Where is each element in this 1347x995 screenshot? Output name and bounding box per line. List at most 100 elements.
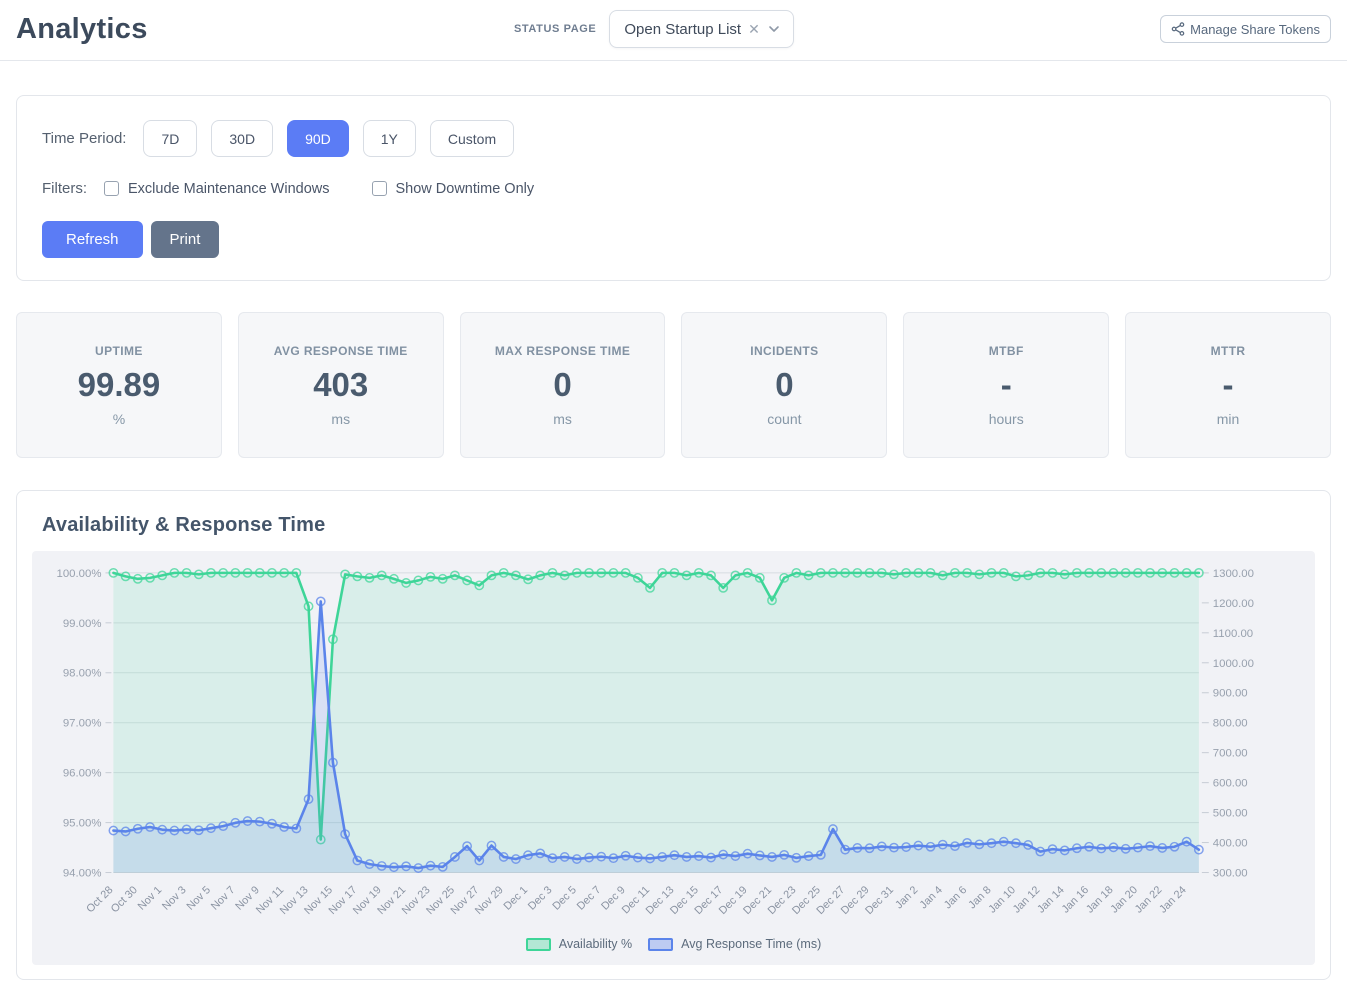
stat-value: -	[1000, 365, 1012, 403]
show-downtime-checkbox[interactable]	[371, 181, 387, 196]
chevron-down-icon	[767, 22, 781, 36]
stat-card-mtbf: MTBF - hours	[903, 312, 1110, 458]
stat-label: AVG RESPONSE TIME	[273, 343, 408, 358]
manage-share-tokens-button[interactable]: Manage Share Tokens	[1160, 15, 1331, 43]
actions-row: Refresh Print	[42, 221, 1305, 258]
svg-text:Oct 30: Oct 30	[109, 884, 140, 915]
availability-series	[108, 567, 1204, 873]
filters-row: Filters: Exclude Maintenance Windows Sho…	[42, 180, 1305, 197]
exclude-maintenance-label: Exclude Maintenance Windows	[128, 180, 330, 197]
svg-text:Oct 28: Oct 28	[84, 884, 115, 915]
filter-panel: Time Period: 7D 30D 90D 1Y Custom Filters: E…	[16, 95, 1331, 281]
svg-text:1300.00: 1300.00	[1213, 568, 1254, 580]
status-page-select[interactable]: Open Startup List ✕	[609, 10, 794, 48]
chart-card: Availability & Response Time 100.00% 99.0…	[16, 490, 1331, 981]
stat-value: 0	[775, 365, 794, 403]
svg-text:Jan 6: Jan 6	[942, 884, 969, 911]
time-period-button-group: 7D 30D 90D 1Y Custom	[143, 120, 515, 157]
svg-text:300.00: 300.00	[1213, 868, 1248, 880]
svg-text:800.00: 800.00	[1213, 718, 1248, 730]
chart-plot-area: 100.00% 99.00% 98.00% 97.00% 96.00% 95.00% 94.…	[36, 559, 1311, 933]
svg-text:95.00%: 95.00%	[63, 818, 102, 830]
svg-text:Dec 5: Dec 5	[550, 884, 579, 913]
svg-text:Dec 3: Dec 3	[526, 884, 555, 913]
stat-value: 0	[553, 365, 572, 403]
svg-text:700.00: 700.00	[1213, 748, 1248, 760]
svg-text:99.00%: 99.00%	[63, 618, 102, 630]
chart-svg: 100.00% 99.00% 98.00% 97.00% 96.00% 95.00% 94.…	[56, 567, 1254, 917]
chart-title: Availability & Response Time	[42, 514, 326, 536]
time-period-30d-button[interactable]: 30D	[211, 120, 274, 157]
stat-unit: min	[1216, 410, 1240, 427]
show-downtime-label: Show Downtime Only	[395, 180, 535, 197]
stat-label: MAX RESPONSE TIME	[494, 343, 631, 358]
clear-selection-icon[interactable]: ✕	[748, 21, 760, 37]
time-period-custom-button[interactable]: Custom	[429, 120, 515, 157]
chart-legend: Availability % Avg Response Time (ms)	[36, 933, 1311, 959]
availability-response-chart: 100.00% 99.00% 98.00% 97.00% 96.00% 95.00% 94.…	[32, 551, 1315, 966]
legend-label: Availability %	[558, 937, 633, 952]
stat-label: MTBF	[988, 343, 1024, 358]
svg-text:1200.00: 1200.00	[1213, 598, 1254, 610]
legend-swatch	[525, 937, 551, 951]
legend-label: Avg Response Time (ms)	[681, 937, 822, 952]
svg-text:1100.00: 1100.00	[1213, 628, 1253, 640]
stat-label: MTTR	[1210, 343, 1246, 358]
legend-swatch	[648, 937, 674, 951]
show-downtime-checkbox-item[interactable]: Show Downtime Only	[371, 180, 535, 197]
svg-text:Jan 4: Jan 4	[918, 884, 945, 911]
response-time-series	[108, 596, 1204, 873]
manage-share-tokens-label: Manage Share Tokens	[1190, 21, 1320, 37]
stat-card-avg-response-time: AVG RESPONSE TIME 403 ms	[237, 312, 444, 458]
stat-unit: count	[767, 410, 802, 427]
stat-card-max-response-time: MAX RESPONSE TIME 0 ms	[459, 312, 666, 458]
status-page-selected-value: Open Startup List	[624, 20, 742, 38]
svg-text:94.00%: 94.00%	[63, 868, 102, 880]
svg-text:Jan 2: Jan 2	[893, 884, 920, 911]
time-period-1y-button[interactable]: 1Y	[362, 120, 416, 157]
share-icon	[1171, 22, 1185, 36]
svg-text:600.00: 600.00	[1213, 778, 1248, 790]
time-period-label: Time Period:	[42, 130, 127, 147]
stat-card-mttr: MTTR - min	[1125, 312, 1331, 458]
svg-text:Nov 3: Nov 3	[160, 884, 189, 913]
svg-text:98.00%: 98.00%	[63, 668, 102, 680]
stat-label: INCIDENTS	[750, 343, 819, 358]
status-page-selector-group: STATUS PAGE Open Startup List ✕	[514, 10, 794, 48]
time-period-90d-button[interactable]: 90D	[287, 120, 349, 157]
svg-text:100.00%: 100.00%	[56, 568, 101, 580]
stat-unit: hours	[988, 410, 1024, 427]
legend-item-availability[interactable]: Availability %	[525, 937, 633, 952]
svg-text:400.00: 400.00	[1213, 838, 1248, 850]
svg-text:Nov 5: Nov 5	[184, 884, 213, 913]
svg-text:900.00: 900.00	[1213, 688, 1248, 700]
print-button[interactable]: Print	[150, 221, 220, 258]
time-period-7d-button[interactable]: 7D	[143, 120, 198, 157]
stat-value: -	[1222, 365, 1234, 403]
filters-label: Filters:	[42, 180, 87, 197]
stat-value: 403	[313, 365, 369, 403]
grid-lines: 100.00% 99.00% 98.00% 97.00% 96.00% 95.00% 94.…	[56, 568, 1254, 880]
stat-card-incidents: INCIDENTS 0 count	[681, 312, 888, 458]
stat-unit: ms	[331, 410, 351, 427]
legend-item-response-time[interactable]: Avg Response Time (ms)	[648, 937, 821, 951]
svg-text:Dec 1: Dec 1	[502, 884, 531, 913]
time-period-row: Time Period: 7D 30D 90D 1Y Custom	[42, 120, 1305, 157]
page-header: Analytics STATUS PAGE Open Startup List …	[0, 0, 1347, 61]
svg-text:Jan 24: Jan 24	[1157, 884, 1189, 916]
svg-text:Dec 7: Dec 7	[575, 884, 604, 913]
svg-text:Nov 7: Nov 7	[209, 884, 238, 913]
stat-label: UPTIME	[95, 343, 143, 358]
refresh-button[interactable]: Refresh	[42, 221, 143, 258]
stat-unit: %	[112, 410, 126, 427]
stat-unit: ms	[553, 410, 572, 427]
exclude-maintenance-checkbox-item[interactable]: Exclude Maintenance Windows	[104, 181, 330, 197]
stat-card-uptime: UPTIME 99.89%	[16, 312, 222, 458]
svg-text:1000.00: 1000.00	[1213, 658, 1254, 670]
stats-row: UPTIME 99.89% AVG RESPONSE TIME 403 ms MAX RE…	[16, 312, 1331, 458]
exclude-maintenance-checkbox[interactable]	[104, 181, 119, 196]
status-page-label: STATUS PAGE	[513, 23, 597, 35]
svg-text:500.00: 500.00	[1213, 808, 1248, 820]
